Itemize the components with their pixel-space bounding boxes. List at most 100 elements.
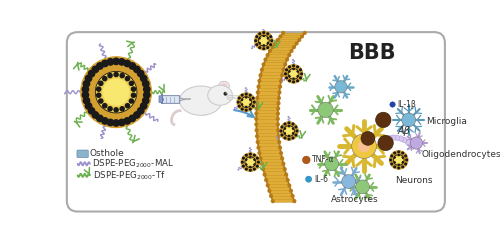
- Circle shape: [245, 157, 256, 167]
- Circle shape: [258, 152, 261, 154]
- Circle shape: [126, 104, 130, 108]
- Circle shape: [394, 166, 396, 168]
- Circle shape: [96, 115, 103, 121]
- Circle shape: [250, 153, 251, 155]
- Circle shape: [88, 107, 94, 114]
- Circle shape: [82, 92, 88, 98]
- Circle shape: [286, 179, 289, 182]
- Circle shape: [259, 33, 260, 35]
- Circle shape: [259, 47, 260, 48]
- Circle shape: [118, 119, 125, 126]
- Circle shape: [120, 74, 124, 78]
- Circle shape: [398, 167, 400, 169]
- Circle shape: [304, 31, 306, 34]
- Circle shape: [118, 59, 125, 65]
- Circle shape: [264, 58, 267, 61]
- Circle shape: [242, 99, 243, 100]
- Circle shape: [267, 38, 268, 39]
- Circle shape: [260, 162, 263, 165]
- Circle shape: [394, 152, 396, 154]
- Circle shape: [255, 40, 256, 42]
- Circle shape: [280, 122, 298, 140]
- Circle shape: [242, 99, 250, 106]
- Circle shape: [255, 123, 258, 126]
- Circle shape: [84, 81, 89, 87]
- Circle shape: [263, 48, 264, 50]
- Circle shape: [256, 91, 259, 94]
- Circle shape: [281, 126, 283, 128]
- Circle shape: [398, 136, 404, 141]
- Circle shape: [124, 60, 130, 67]
- Text: Microglia: Microglia: [426, 117, 467, 126]
- Circle shape: [402, 157, 403, 158]
- Circle shape: [255, 117, 258, 120]
- Circle shape: [266, 184, 269, 187]
- Ellipse shape: [208, 85, 233, 105]
- Text: Aβ: Aβ: [397, 127, 410, 136]
- Circle shape: [271, 46, 274, 48]
- Circle shape: [342, 174, 355, 189]
- Circle shape: [398, 155, 399, 156]
- Circle shape: [242, 108, 243, 110]
- Circle shape: [390, 102, 395, 107]
- Circle shape: [296, 130, 298, 132]
- Circle shape: [108, 107, 112, 111]
- Circle shape: [263, 36, 264, 37]
- Circle shape: [246, 168, 247, 170]
- Circle shape: [278, 146, 281, 149]
- Circle shape: [292, 81, 294, 83]
- Circle shape: [272, 200, 274, 203]
- Circle shape: [259, 157, 262, 160]
- Circle shape: [250, 166, 251, 167]
- Circle shape: [254, 154, 255, 156]
- Circle shape: [256, 36, 258, 38]
- Circle shape: [297, 71, 298, 72]
- Circle shape: [129, 115, 136, 121]
- Circle shape: [241, 153, 260, 171]
- Circle shape: [286, 58, 288, 61]
- Circle shape: [113, 120, 119, 126]
- Circle shape: [408, 142, 413, 147]
- Circle shape: [267, 42, 268, 44]
- Circle shape: [284, 123, 286, 125]
- Circle shape: [255, 107, 258, 110]
- Circle shape: [398, 151, 400, 153]
- FancyBboxPatch shape: [162, 96, 180, 103]
- Circle shape: [288, 54, 290, 56]
- Circle shape: [276, 112, 280, 115]
- Circle shape: [282, 162, 285, 165]
- Ellipse shape: [180, 86, 222, 115]
- Circle shape: [102, 76, 107, 81]
- Circle shape: [140, 75, 147, 82]
- Circle shape: [383, 139, 388, 144]
- Circle shape: [290, 70, 297, 77]
- Circle shape: [284, 126, 294, 136]
- Circle shape: [138, 70, 144, 77]
- Circle shape: [280, 80, 282, 82]
- Circle shape: [86, 75, 91, 82]
- Circle shape: [406, 159, 407, 161]
- Circle shape: [300, 35, 304, 38]
- Circle shape: [246, 97, 247, 98]
- Circle shape: [98, 81, 103, 85]
- Circle shape: [238, 105, 240, 107]
- Circle shape: [263, 173, 266, 176]
- Circle shape: [402, 152, 404, 154]
- Circle shape: [262, 168, 264, 171]
- Circle shape: [335, 81, 347, 93]
- Circle shape: [256, 165, 258, 167]
- Circle shape: [242, 94, 243, 96]
- Circle shape: [284, 168, 286, 171]
- Circle shape: [242, 165, 244, 167]
- Circle shape: [84, 98, 89, 104]
- Text: Oligodendrocytes: Oligodendrocytes: [421, 150, 500, 159]
- Circle shape: [405, 155, 406, 157]
- Circle shape: [384, 137, 390, 142]
- Text: Neurons: Neurons: [395, 176, 432, 185]
- Circle shape: [124, 118, 130, 124]
- Circle shape: [286, 128, 292, 135]
- Text: DSPE-PEG$_{2000}$-Tf: DSPE-PEG$_{2000}$-Tf: [93, 169, 166, 182]
- Circle shape: [92, 112, 98, 118]
- Circle shape: [102, 118, 108, 124]
- Circle shape: [378, 135, 394, 151]
